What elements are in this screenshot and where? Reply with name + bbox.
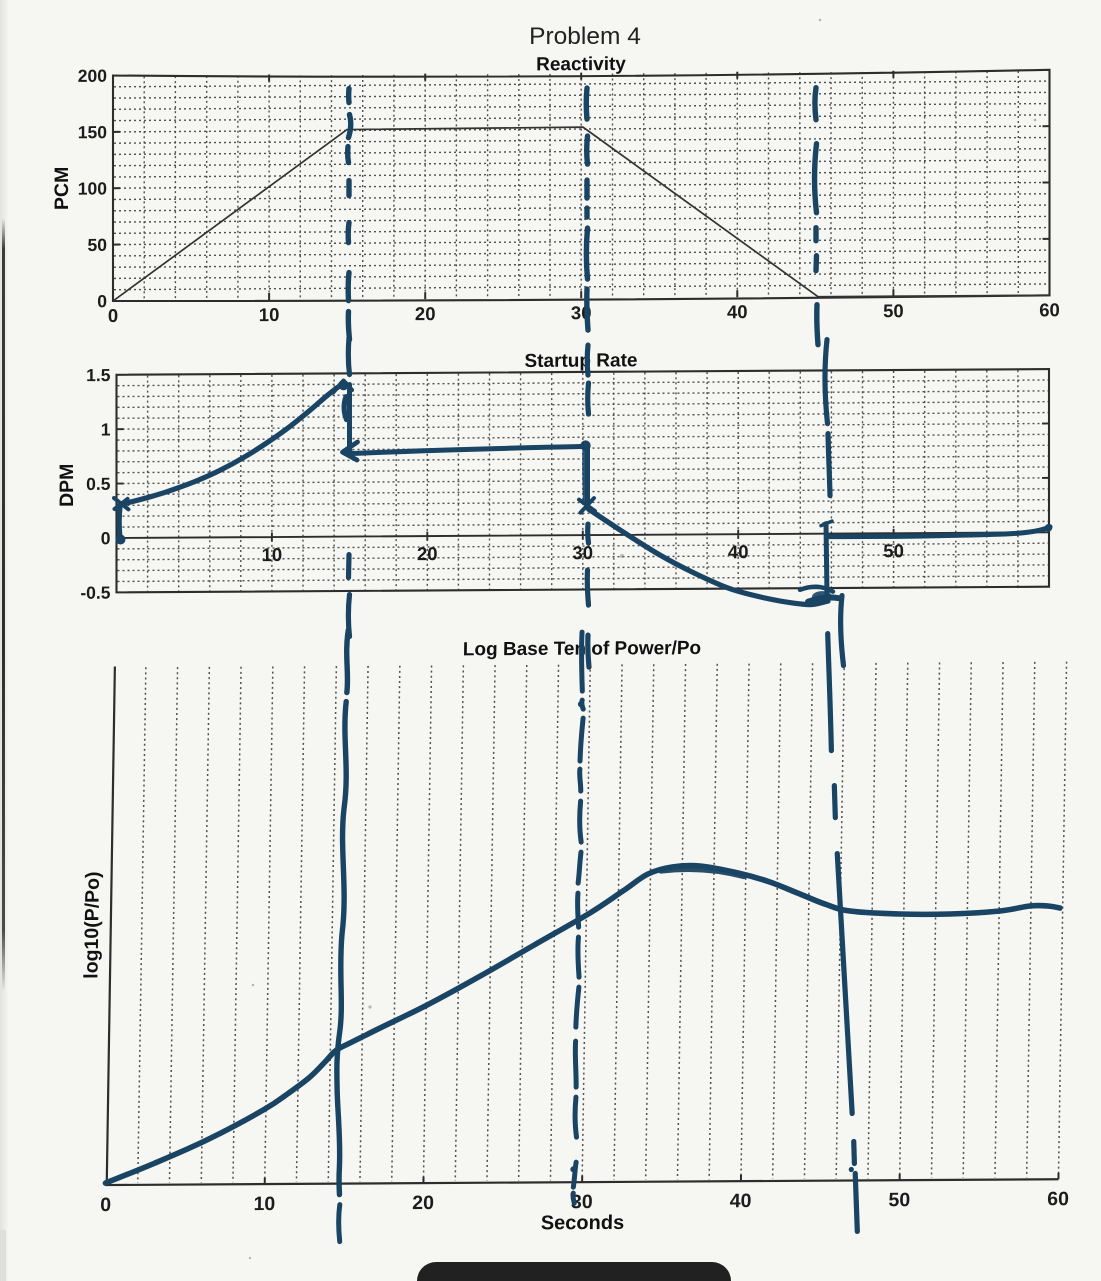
svg-text:100: 100 — [78, 178, 107, 198]
svg-text:20: 20 — [415, 303, 436, 324]
svg-text:30: 30 — [571, 1191, 593, 1213]
svg-text:0.5: 0.5 — [86, 474, 111, 494]
svg-text:1.5: 1.5 — [86, 365, 111, 385]
svg-text:0: 0 — [100, 1194, 111, 1216]
svg-text:1: 1 — [101, 419, 111, 439]
svg-text:log10(P/Po): log10(P/Po) — [80, 871, 104, 978]
svg-text:10: 10 — [262, 544, 283, 565]
svg-text:-0.5: -0.5 — [80, 583, 110, 603]
svg-text:0: 0 — [101, 528, 111, 548]
svg-text:10: 10 — [253, 1193, 275, 1215]
svg-text:30: 30 — [573, 542, 594, 563]
svg-text:150: 150 — [78, 122, 107, 142]
svg-text:20: 20 — [412, 1192, 434, 1214]
svg-text:PCM: PCM — [51, 167, 73, 210]
svg-text:Seconds: Seconds — [541, 1212, 625, 1235]
svg-text:10: 10 — [259, 304, 280, 325]
svg-text:50: 50 — [88, 235, 108, 255]
svg-text:200: 200 — [78, 66, 107, 86]
svg-text:50: 50 — [888, 1189, 910, 1211]
svg-text:40: 40 — [728, 541, 749, 562]
svg-text:0: 0 — [97, 291, 107, 311]
svg-text:60: 60 — [1039, 299, 1060, 320]
svg-text:40: 40 — [730, 1190, 752, 1212]
svg-text:20: 20 — [417, 543, 438, 564]
svg-text:0: 0 — [108, 305, 118, 326]
svg-text:Problem 4: Problem 4 — [529, 23, 641, 50]
svg-text:60: 60 — [1047, 1188, 1069, 1210]
svg-text:50: 50 — [883, 300, 904, 321]
svg-text:40: 40 — [727, 301, 748, 322]
svg-text:DPM: DPM — [56, 464, 78, 507]
svg-text:Startup Rate: Startup Rate — [525, 350, 638, 372]
svg-text:Reactivity: Reactivity — [536, 54, 626, 76]
svg-text:50: 50 — [883, 540, 904, 561]
